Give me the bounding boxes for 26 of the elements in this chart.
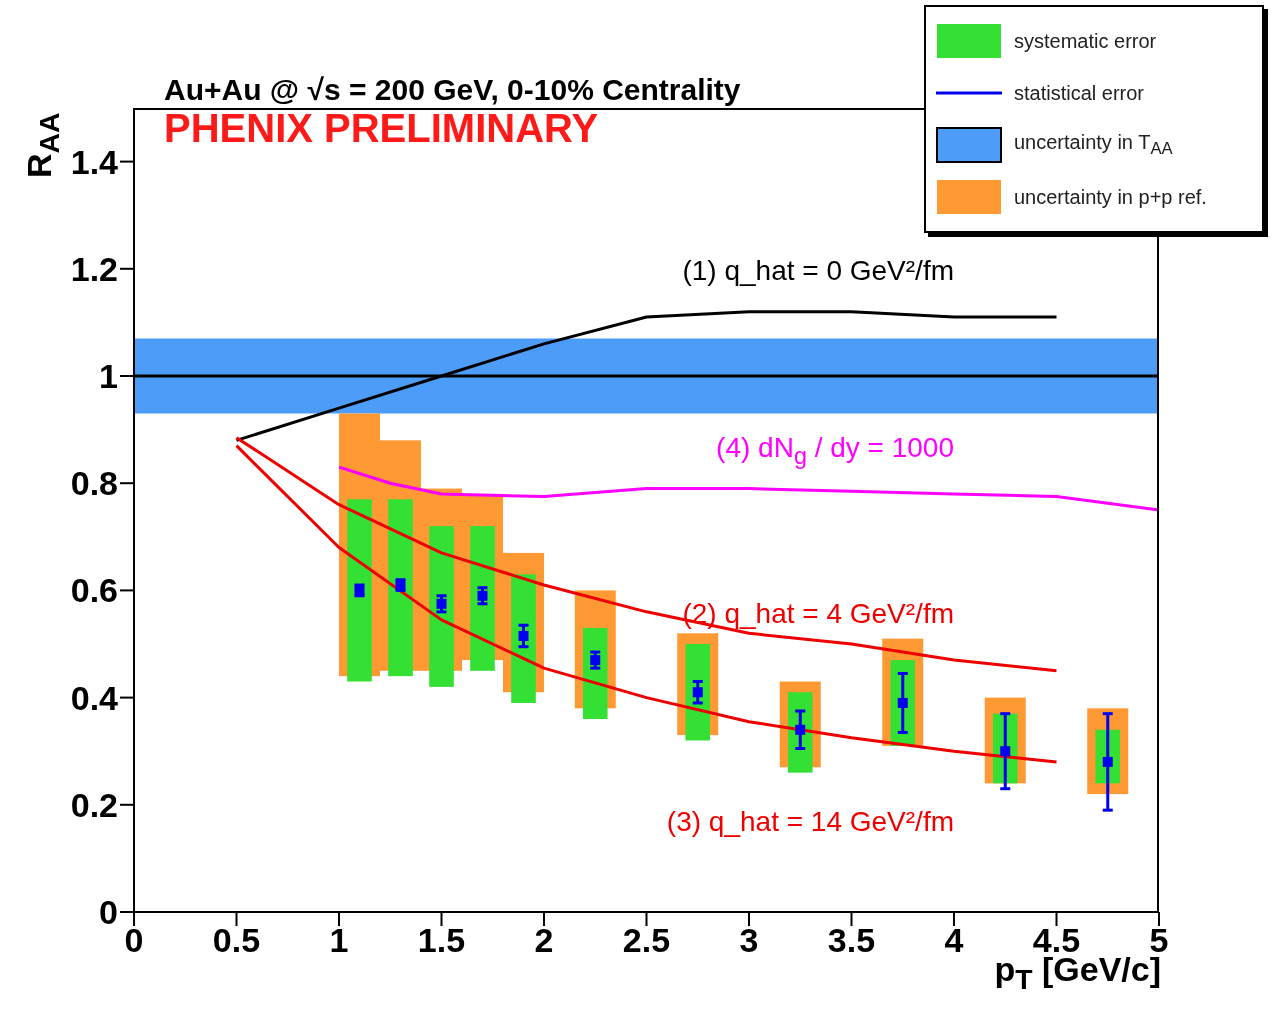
- x-tick-label: 0: [124, 921, 144, 960]
- x-tick-label: 2: [534, 921, 554, 960]
- x-tick-label: 1: [329, 921, 349, 960]
- series-label: (3) q_hat = 14 GeV²/fm: [665, 806, 954, 839]
- y-tick-label: 0.6: [70, 571, 118, 610]
- y-tick-label: 1.2: [70, 249, 118, 288]
- x-tick-label: 3: [739, 921, 759, 960]
- legend-label: statistical error: [1014, 81, 1145, 105]
- y-tick-label: 0.2: [70, 785, 118, 824]
- x-tick-label: 1.5: [417, 921, 466, 960]
- series-label: (4) dN$_{g}$ / dy = 1000: [715, 431, 954, 470]
- legend-label: uncertainty in T$_{AA}$: [1014, 131, 1173, 159]
- legend-label: systematic error: [1014, 29, 1157, 53]
- y-tick-label: 1: [99, 357, 118, 396]
- x-tick-label: 2.5: [622, 921, 671, 960]
- y-tick-label: 0.8: [70, 464, 118, 503]
- x-tick-label: 0.5: [212, 921, 261, 960]
- series-label: (1) q_hat = 0 GeV²/fm: [681, 255, 954, 288]
- y-tick-label: 0.4: [70, 678, 119, 717]
- y-tick-label: 0: [99, 893, 118, 932]
- legend-label: uncertainty in p+p ref.: [1014, 185, 1207, 209]
- chart-title: Au+Au @ √s = 200 GeV, 0-10% Centrality: [164, 73, 741, 107]
- x-tick-label: 3.5: [827, 921, 876, 960]
- x-tick-label: 4: [944, 921, 964, 960]
- y-tick-label: 1.4: [70, 142, 119, 181]
- chart-subtitle: PHENIX PRELIMINARY: [164, 106, 599, 151]
